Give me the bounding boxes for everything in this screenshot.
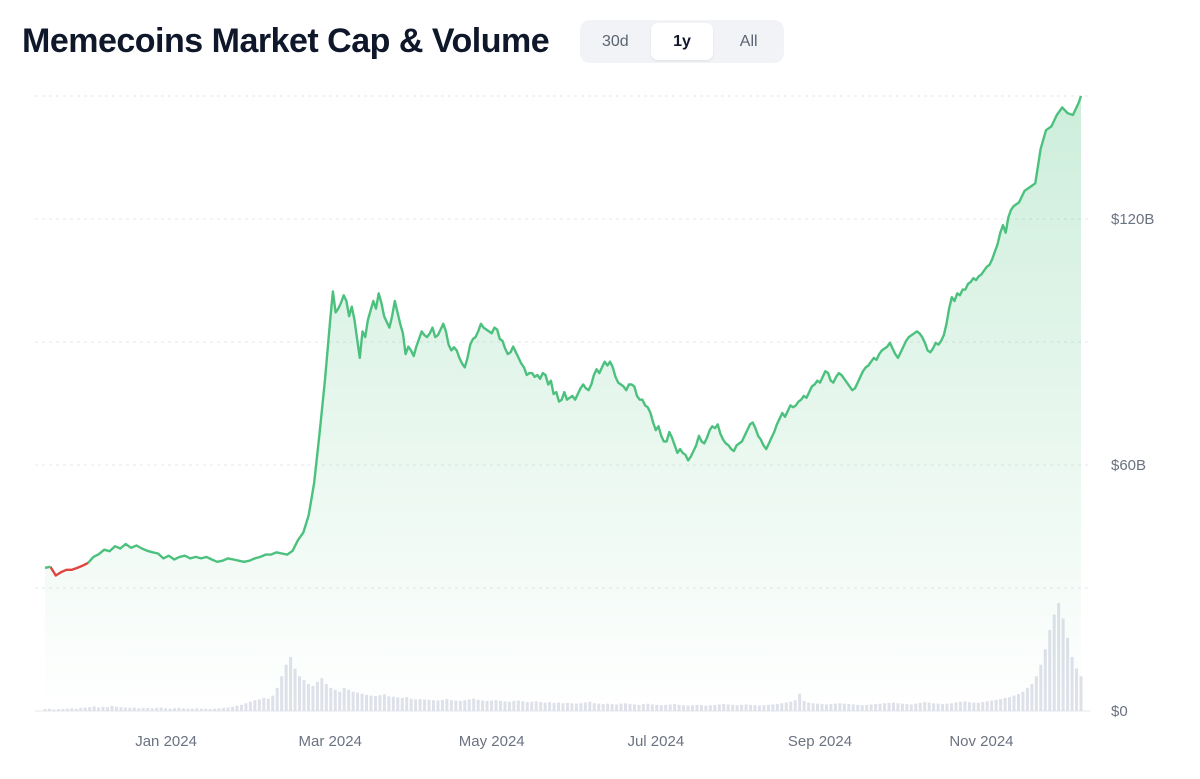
market-cap-area-fill bbox=[45, 96, 1081, 711]
x-tick-label: Mar 2024 bbox=[299, 733, 362, 750]
market-cap-line-up bbox=[87, 95, 1083, 564]
market-cap-line-start bbox=[44, 565, 51, 570]
tab-1y[interactable]: 1y bbox=[650, 23, 714, 60]
y-tick-label: $60B bbox=[1111, 457, 1146, 474]
market-cap-line-down bbox=[49, 561, 89, 577]
tab-30d[interactable]: 30d bbox=[584, 23, 647, 60]
page-title: Memecoins Market Cap & Volume bbox=[22, 22, 550, 60]
market-cap-line bbox=[44, 95, 1083, 577]
x-tick-label: May 2024 bbox=[459, 733, 525, 750]
tab-all[interactable]: All bbox=[717, 23, 780, 60]
y-tick-label: $120B bbox=[1111, 211, 1154, 228]
market-cap-area bbox=[45, 96, 1081, 711]
x-tick-label: Nov 2024 bbox=[949, 733, 1013, 750]
x-tick-label: Sep 2024 bbox=[788, 733, 852, 750]
y-axis: $0 $60B $120B bbox=[1111, 211, 1154, 720]
time-range-selector: 30d 1y All bbox=[580, 20, 784, 63]
x-axis: Jan 2024 Mar 2024 May 2024 Jul 2024 Sep 2024… bbox=[135, 733, 1013, 750]
y-tick-label: $0 bbox=[1111, 703, 1128, 720]
x-tick-label: Jul 2024 bbox=[627, 733, 684, 750]
x-tick-label: Jan 2024 bbox=[135, 733, 197, 750]
